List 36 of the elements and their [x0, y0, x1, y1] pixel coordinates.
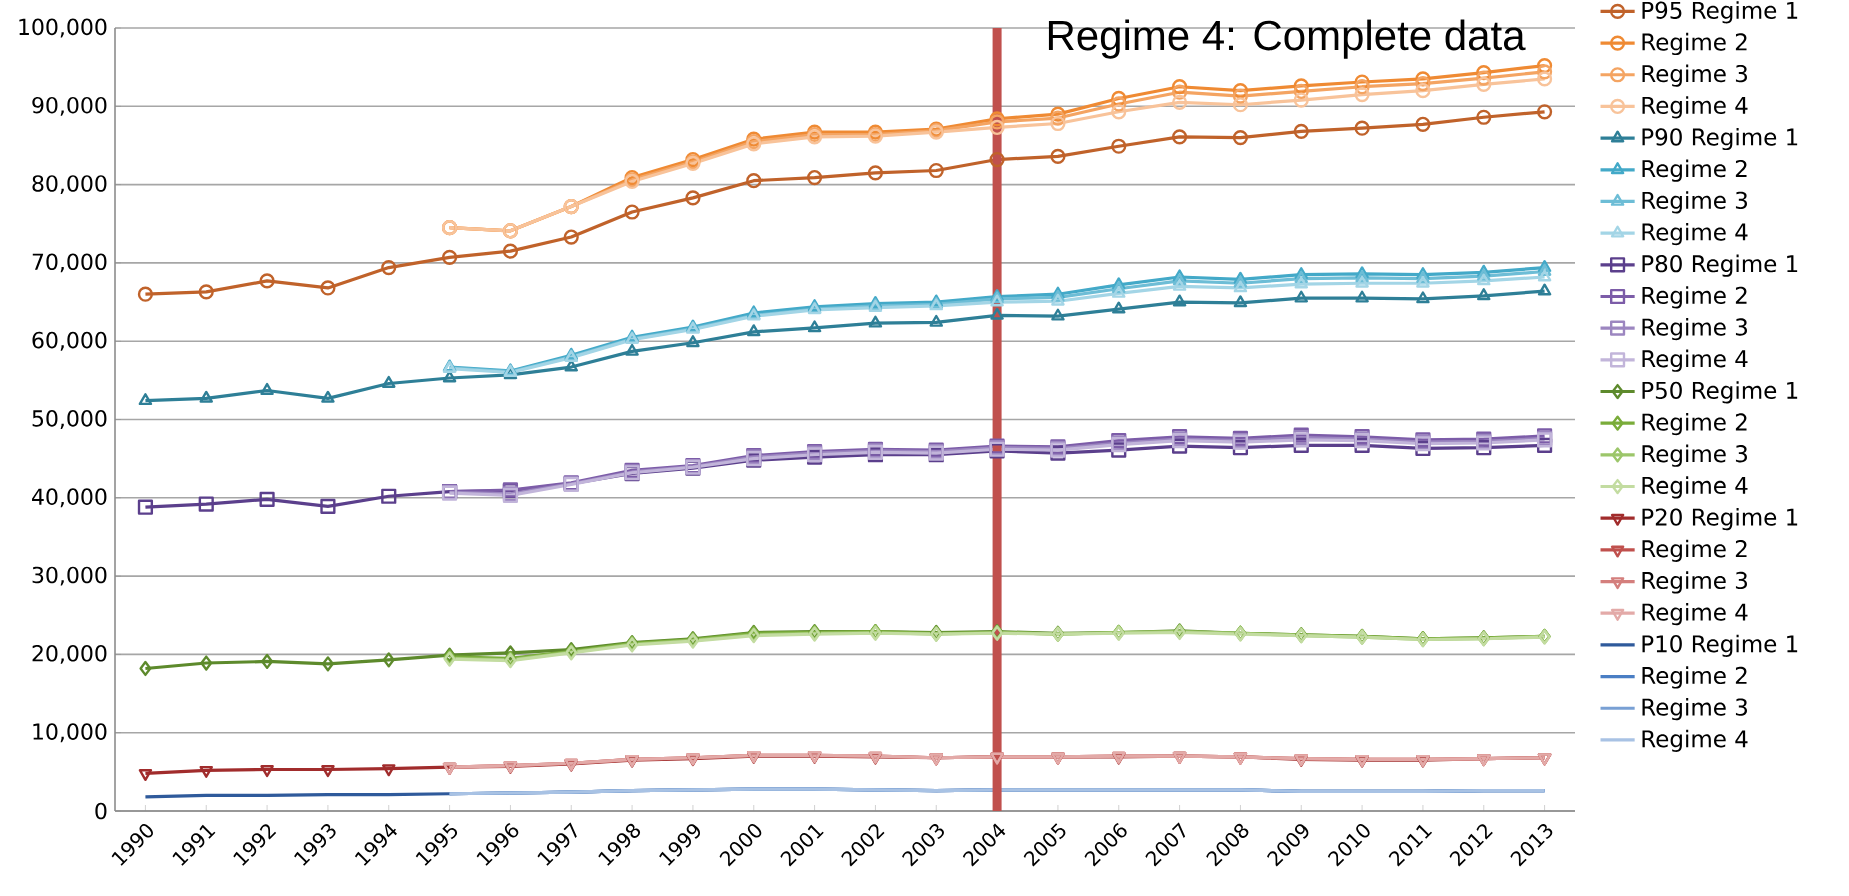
legend-label: Regime 4 — [1642, 602, 1748, 626]
legend-label: Regime 3 — [1642, 444, 1747, 467]
legend-label: Regime 3 — [1642, 317, 1747, 341]
legend-label: Regime 3 — [1642, 698, 1747, 721]
legend-label: Regime 4 — [1642, 222, 1748, 246]
legend-label: Regime 4 — [1642, 729, 1748, 752]
legend-label: P10 Regime 1 — [1642, 634, 1798, 657]
legend-label: Regime 2 — [1642, 412, 1747, 436]
y-tick-label: 70,000 — [32, 253, 107, 273]
ref-line-label: Regime 4: Complete data — [1048, 19, 1526, 59]
legend-label: Regime 2 — [1642, 286, 1747, 309]
y-tick-label: 40,000 — [32, 488, 107, 508]
legend-label: Regime 4 — [1642, 349, 1748, 372]
y-tick-label: 30,000 — [32, 566, 107, 586]
y-tick-label: 80,000 — [32, 175, 107, 195]
y-tick-label: 20,000 — [32, 644, 107, 664]
legend-label: P95 Regime 1 — [1642, 1, 1798, 24]
legend-label: Regime 3 — [1642, 191, 1747, 214]
y-tick-label: 0 — [95, 802, 107, 820]
legend-label: Regime 4 — [1642, 476, 1748, 499]
legend-label: Regime 2 — [1642, 666, 1747, 689]
legend-label: Regime 2 — [1642, 159, 1747, 182]
y-tick-label: 100,000 — [19, 18, 107, 38]
legend-label: P50 Regime 1 — [1642, 381, 1798, 404]
legend-label: Regime 3 — [1642, 64, 1747, 87]
legend-label: Regime 2 — [1642, 539, 1747, 562]
legend-label: Regime 2 — [1642, 32, 1747, 56]
y-tick-label: 60,000 — [32, 331, 107, 351]
y-tick-label: 90,000 — [32, 96, 107, 116]
legend-label: P20 Regime 1 — [1642, 507, 1798, 531]
legend-label: Regime 3 — [1642, 571, 1747, 594]
legend-label: Regime 4 — [1642, 96, 1748, 119]
legend-label: P80 Regime 1 — [1642, 254, 1798, 277]
y-tick-label: 10,000 — [33, 723, 107, 743]
legend-label: P90 Regime 1 — [1642, 127, 1798, 151]
y-tick-label: 50,000 — [32, 410, 107, 429]
